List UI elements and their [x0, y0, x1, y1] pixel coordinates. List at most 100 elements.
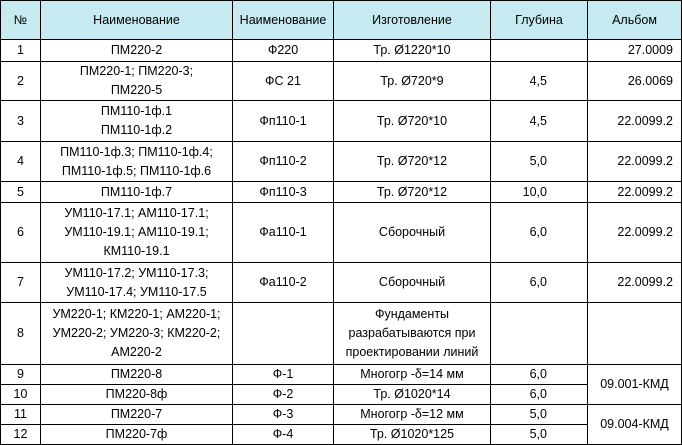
cell: 5,0 [490, 424, 588, 445]
cell-line: Тр. Ø1020*14 [373, 387, 451, 401]
cell: 4,5 [490, 100, 588, 142]
cell-text: 7 [17, 275, 24, 289]
table-row: 11 ПМ220-7 Ф-3 Многогр -δ=12 мм 5,0 09.004-КМ… [0, 404, 682, 445]
cell-line: УМ110-19.1; АМ110-19.1; [64, 225, 209, 239]
cell-text: Фа110-2 [259, 275, 307, 289]
cell: 4 [0, 141, 41, 182]
cell-text: 9 [17, 367, 24, 381]
cell: Тр. Ø1220*10 [333, 39, 491, 62]
cell-text: 12 [13, 427, 28, 441]
header-cell: Наименование [40, 0, 233, 40]
cell: 3 [0, 100, 41, 142]
cell-text: 22.0099.2 [617, 225, 673, 239]
cell-line: УМ110-17.4; УМ110-17.5 [66, 284, 207, 299]
cell: Сборочный [333, 202, 491, 263]
cell-text: Ф-2 [272, 387, 294, 401]
cell-text: Фп110-2 [259, 154, 307, 168]
cell: 1 [0, 39, 41, 62]
header-cell: № [0, 0, 41, 40]
cell: 5,0 [490, 141, 588, 182]
table-row: 1 ПМ220-2 Ф220 Тр. Ø1220*10 27.0009 [0, 39, 682, 62]
cell-text: 5,0 [529, 154, 547, 168]
cell-text: 4 [17, 154, 24, 168]
cell: 5 [0, 181, 41, 203]
cell: Сборочный [333, 262, 491, 303]
header-cell: Наименование [232, 0, 334, 40]
cell-text: 3 [17, 113, 24, 128]
cell-line: Фундаменты [374, 307, 450, 321]
cell: 9 [0, 364, 41, 385]
cell-text: 27.0009 [627, 43, 673, 57]
cell: ПМ220-8 [40, 364, 233, 385]
cell: 2 [0, 61, 41, 101]
header-row: № Наименование Наименование Изготовление Глу… [0, 0, 682, 40]
cell: 6 [0, 202, 41, 263]
cell: ПМ110-1ф.1 ПМ110-1ф.2 [40, 100, 233, 142]
cell: Фп110-3 [232, 181, 334, 203]
cell-text: 22.0099.2 [617, 275, 673, 289]
table-row: 4 ПМ110-1ф.3; ПМ110-1ф.4; ПМ110-1ф.5; ПМ11… [0, 141, 682, 182]
cell-text: 2 [17, 73, 24, 88]
cell: 7 [0, 262, 41, 303]
cell-text: 22.0099.2 [617, 154, 673, 168]
cell-line: Сборочный [378, 275, 446, 289]
table-row: 7 УМ110-17.2; УМ110-17.3; УМ110-17.4; УМ11… [0, 262, 682, 303]
cell-line: Тр. Ø1020*125 [369, 427, 455, 441]
cell-text: 4,5 [529, 113, 547, 128]
cell: 4,5 [490, 61, 588, 101]
cell-text: 5,0 [529, 407, 547, 421]
cell [232, 302, 334, 365]
cell-line: ПМ220-7 [110, 407, 163, 421]
cell: УМ110-17.1; АМ110-17.1; УМ110-19.1; АМ110… [40, 202, 233, 263]
cell-text: Фп110-3 [259, 184, 307, 199]
cell: ПМ110-1ф.7 [40, 181, 233, 203]
table-row: 2 ПМ220-1; ПМ220-3; ПМ220-5 ФС 21 Тр. Ø720*9… [0, 61, 682, 101]
cell-line: Тр. Ø720*9 [380, 73, 444, 88]
cell-line: Многогр -δ=12 мм [360, 407, 464, 421]
cell [587, 302, 682, 365]
cell-text: 6,0 [529, 367, 547, 381]
cell: 8 [0, 302, 41, 365]
table-row: 3 ПМ110-1ф.1 ПМ110-1ф.2 Фп110-1 Тр. Ø720*10 4… [0, 100, 682, 142]
table-row: 12 ПМ220-7ф Ф-4 Тр. Ø1020*125 5,0 [0, 424, 682, 445]
cell: ФС 21 [232, 61, 334, 101]
header-cell: Изготовление [333, 0, 491, 40]
cell: 12 [0, 424, 41, 445]
cell-line: АМ220-2 [111, 345, 162, 359]
cell-text: 22.0099.2 [617, 184, 673, 199]
table-row: 10 ПМ220-8ф Ф-2 Тр. Ø1020*14 6,0 [0, 384, 682, 405]
cell: Фа110-1 [232, 202, 334, 263]
cell: Ф-1 [232, 364, 334, 385]
cell-text: 09.001-КМД [600, 377, 669, 391]
cell: 22.0099.2 [587, 100, 682, 142]
cell: Ф-3 [232, 404, 334, 425]
cell-line: ПМ110-1ф.2 [100, 123, 173, 137]
cell: 10 [0, 384, 41, 405]
cell-text: 10,0 [522, 184, 547, 199]
cell: 10,0 [490, 181, 588, 203]
cell: 22.0099.2 [587, 262, 682, 303]
cell: Фп110-2 [232, 141, 334, 182]
cell-text: 26.0069 [627, 73, 673, 88]
cell-text: 6,0 [529, 225, 547, 239]
cell: 6,0 [490, 262, 588, 303]
cell-line: КМ110-19.1 [103, 244, 170, 258]
cell: 26.0069 [587, 61, 682, 101]
cell-text: Ф-4 [272, 427, 294, 441]
cell: УМ110-17.2; УМ110-17.3; УМ110-17.4; УМ110… [40, 262, 233, 303]
cell: ПМ220-8ф [40, 384, 233, 405]
cell-line: ПМ220-8ф [105, 387, 168, 401]
cell-line: Сборочный [378, 225, 446, 239]
cell-line: Тр. Ø1220*10 [373, 43, 451, 57]
cell-text: 10 [13, 387, 28, 401]
cell: Фп110-1 [232, 100, 334, 142]
cell-line: ПМ110-1ф.1 [100, 104, 173, 118]
cell: Тр. Ø1020*125 [333, 424, 491, 445]
cell-text: 4,5 [529, 73, 547, 88]
cell-line: УМ110-17.2; УМ110-17.3; [64, 265, 209, 280]
cell: 11 [0, 404, 41, 425]
cell: Ф-2 [232, 384, 334, 405]
cell [490, 39, 588, 62]
header-cell: Глубина [490, 0, 588, 40]
